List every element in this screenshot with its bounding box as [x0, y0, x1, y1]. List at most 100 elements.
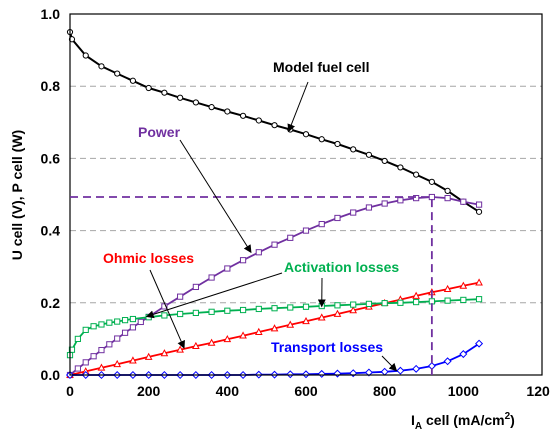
- data-point-power: [224, 265, 231, 272]
- data-point-model: [82, 52, 89, 59]
- data-point-model: [271, 122, 278, 129]
- data-point-activation: [121, 317, 129, 324]
- data-point-activation: [381, 300, 388, 307]
- data-point-ohmic: [302, 316, 310, 325]
- data-point-power: [381, 200, 388, 207]
- data-point-transport: [459, 350, 468, 359]
- x-axis-title-rest: cell (mA/cm: [422, 412, 504, 428]
- data-point-ohmic: [270, 324, 279, 332]
- data-point-activation: [397, 299, 404, 306]
- data-point-ohmic: [176, 345, 184, 353]
- data-point-power: [192, 283, 199, 291]
- data-point-transport: [286, 370, 295, 379]
- data-point-activation: [334, 302, 341, 309]
- x-axis-title-end: ): [510, 412, 515, 428]
- data-point-activation: [114, 318, 121, 325]
- annotation-arrow-activation-left: [145, 272, 283, 319]
- data-point-activation: [106, 319, 113, 326]
- annotation-power: Power: [138, 124, 181, 140]
- data-point-ohmic: [412, 291, 420, 299]
- data-point-activation: [302, 303, 310, 310]
- data-point-power: [475, 201, 483, 208]
- x-tick-label: 0: [66, 383, 74, 399]
- data-point-activation: [161, 312, 168, 319]
- data-point-model: [350, 146, 357, 153]
- data-point-activation: [287, 304, 294, 311]
- data-point-model: [318, 136, 325, 143]
- data-point-power: [444, 195, 451, 202]
- data-point-activation: [413, 298, 420, 306]
- y-tick-label: 0.2: [41, 295, 61, 311]
- data-point-power: [239, 257, 247, 264]
- data-point-power: [460, 198, 467, 205]
- data-point-model: [365, 151, 373, 158]
- data-point-model: [161, 89, 168, 96]
- data-point-power: [397, 197, 404, 204]
- annotation-ohmic: Ohmic losses: [103, 250, 194, 266]
- max-power-guide: [70, 196, 433, 375]
- data-point-power: [318, 221, 325, 228]
- x-axis-title: IA cell (mA/cm2): [411, 411, 515, 432]
- data-point-model: [239, 112, 247, 119]
- x-tick-label: 800: [373, 383, 397, 399]
- data-point-activation: [82, 326, 89, 333]
- annotation-arrow-power: [179, 139, 252, 254]
- data-point-power: [302, 227, 310, 234]
- data-point-power: [428, 193, 435, 201]
- data-point-ohmic: [239, 331, 247, 339]
- y-tick-label: 0.4: [41, 223, 61, 239]
- data-point-transport: [364, 368, 373, 377]
- data-point-power: [90, 353, 97, 360]
- data-point-model: [334, 140, 341, 148]
- data-point-ohmic: [207, 338, 216, 346]
- data-point-ohmic: [333, 309, 342, 317]
- data-point-transport: [333, 369, 342, 378]
- data-point-power: [121, 329, 129, 336]
- series-model: [66, 28, 483, 215]
- data-point-transport: [317, 369, 326, 378]
- data-point-power: [208, 274, 215, 281]
- series-power: [66, 193, 483, 379]
- annotations: Model fuel cell Power Ohmic losses Activati…: [70, 59, 433, 375]
- data-point-ohmic: [129, 356, 137, 364]
- data-point-power: [350, 209, 357, 216]
- data-point-ohmic: [286, 320, 295, 328]
- data-point-power: [129, 324, 137, 331]
- data-point-activation: [444, 297, 451, 304]
- x-tick-label: 1000: [448, 383, 479, 399]
- series-activation: [66, 296, 483, 359]
- annotation-transport: Transport losses: [271, 339, 383, 355]
- data-point-activation: [460, 296, 467, 304]
- data-point-model: [208, 104, 215, 111]
- data-point-power: [271, 241, 278, 248]
- data-point-ohmic: [144, 352, 153, 360]
- data-point-power: [114, 335, 121, 342]
- data-point-transport: [380, 367, 389, 376]
- data-point-model: [177, 94, 184, 101]
- data-point-power: [287, 234, 294, 241]
- data-point-model: [475, 208, 483, 215]
- y-tick-label: 0.0: [41, 367, 61, 383]
- data-point-power: [106, 341, 113, 348]
- plot-area-border: [69, 13, 543, 376]
- data-point-power: [98, 346, 105, 354]
- data-point-power: [82, 359, 89, 366]
- data-point-model: [224, 108, 231, 115]
- series-line-model: [69, 31, 480, 213]
- data-point-transport: [475, 339, 484, 348]
- data-point-activation: [271, 305, 278, 312]
- x-tick-label: 600: [294, 383, 318, 399]
- data-point-activation: [208, 308, 215, 315]
- data-point-ohmic: [254, 327, 263, 335]
- data-point-model: [98, 63, 105, 70]
- data-point-model: [413, 171, 420, 178]
- data-point-ohmic: [192, 341, 200, 350]
- y-tick-label: 0.8: [41, 78, 61, 94]
- axes: [69, 13, 543, 376]
- data-point-power: [334, 214, 341, 222]
- data-point-ohmic: [443, 284, 452, 292]
- data-point-activation: [74, 335, 81, 342]
